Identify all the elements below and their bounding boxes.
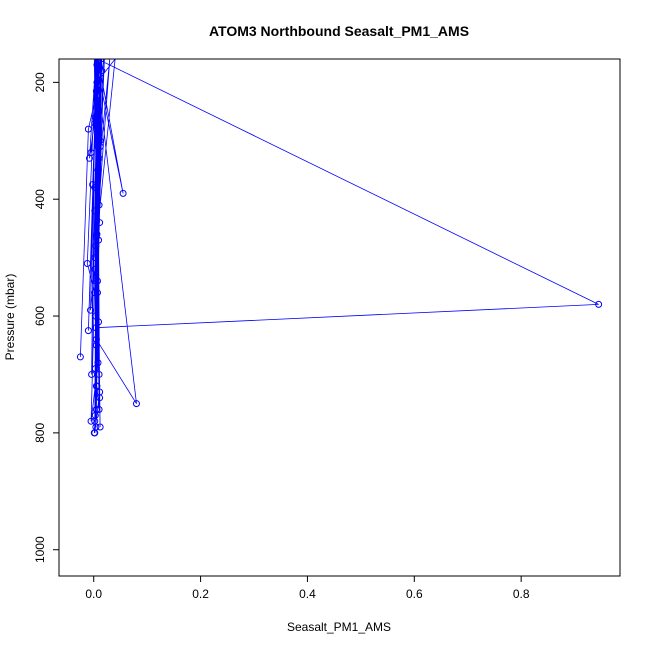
data-point [88,370,96,378]
data-point [85,154,93,162]
y-axis: 200 400 600 800 1000 [33,72,60,563]
data-point [91,254,99,262]
x-tick-label: 0.0 [85,587,102,601]
data-point [95,406,103,414]
x-axis: 0.0 0.2 0.4 0.6 0.8 [85,575,530,601]
data-point [95,370,103,378]
y-tick-label: 400 [33,189,47,209]
data-point [93,61,101,69]
data-point [76,353,84,361]
data-point [95,201,103,209]
data-point [91,289,99,297]
data-point [91,184,99,192]
data-point [96,388,104,396]
data-point [119,189,127,197]
data-point [95,236,103,244]
data-point [91,265,99,273]
data-point [90,429,98,437]
data-point [93,382,101,390]
data-point [95,108,103,116]
data-point [95,318,103,326]
x-tick-label: 0.8 [513,587,530,601]
data-point [91,207,99,215]
data-point [96,219,104,227]
data-point [94,143,102,151]
data-point [93,289,101,297]
y-tick-label: 200 [33,72,47,92]
x-axis-label: Seasalt_PM1_AMS [287,620,391,634]
data-point [94,359,102,367]
data-point [93,78,101,86]
chart-title: ATOM3 Northbound Seasalt_PM1_AMS [209,23,469,39]
data-point [84,327,92,335]
y-tick-label: 800 [33,423,47,443]
data-point [595,300,603,308]
x-tick-label: 0.4 [299,587,316,601]
data-point [96,423,104,431]
data-point [87,306,95,314]
y-tick-label: 1000 [33,536,47,563]
data-point [92,87,100,95]
data-point [92,277,100,285]
y-axis-label: Pressure (mbar) [3,274,17,361]
x-tick-label: 0.2 [192,587,209,601]
data-point [95,154,103,162]
data-point [94,166,102,174]
data-point [95,131,103,139]
x-tick-label: 0.6 [406,587,423,601]
data-point [83,259,91,267]
data-point [91,365,99,373]
data-point [98,67,106,75]
data-point [84,125,92,133]
series-layer [76,59,603,437]
data-point [132,400,140,408]
data-point [92,242,100,250]
data-point [91,312,99,320]
y-tick-label: 600 [33,306,47,326]
data-point [96,143,104,151]
data-point [92,335,100,343]
data-point [91,119,99,127]
data-point [92,324,100,332]
data-point [93,96,101,104]
data-point [87,417,95,425]
